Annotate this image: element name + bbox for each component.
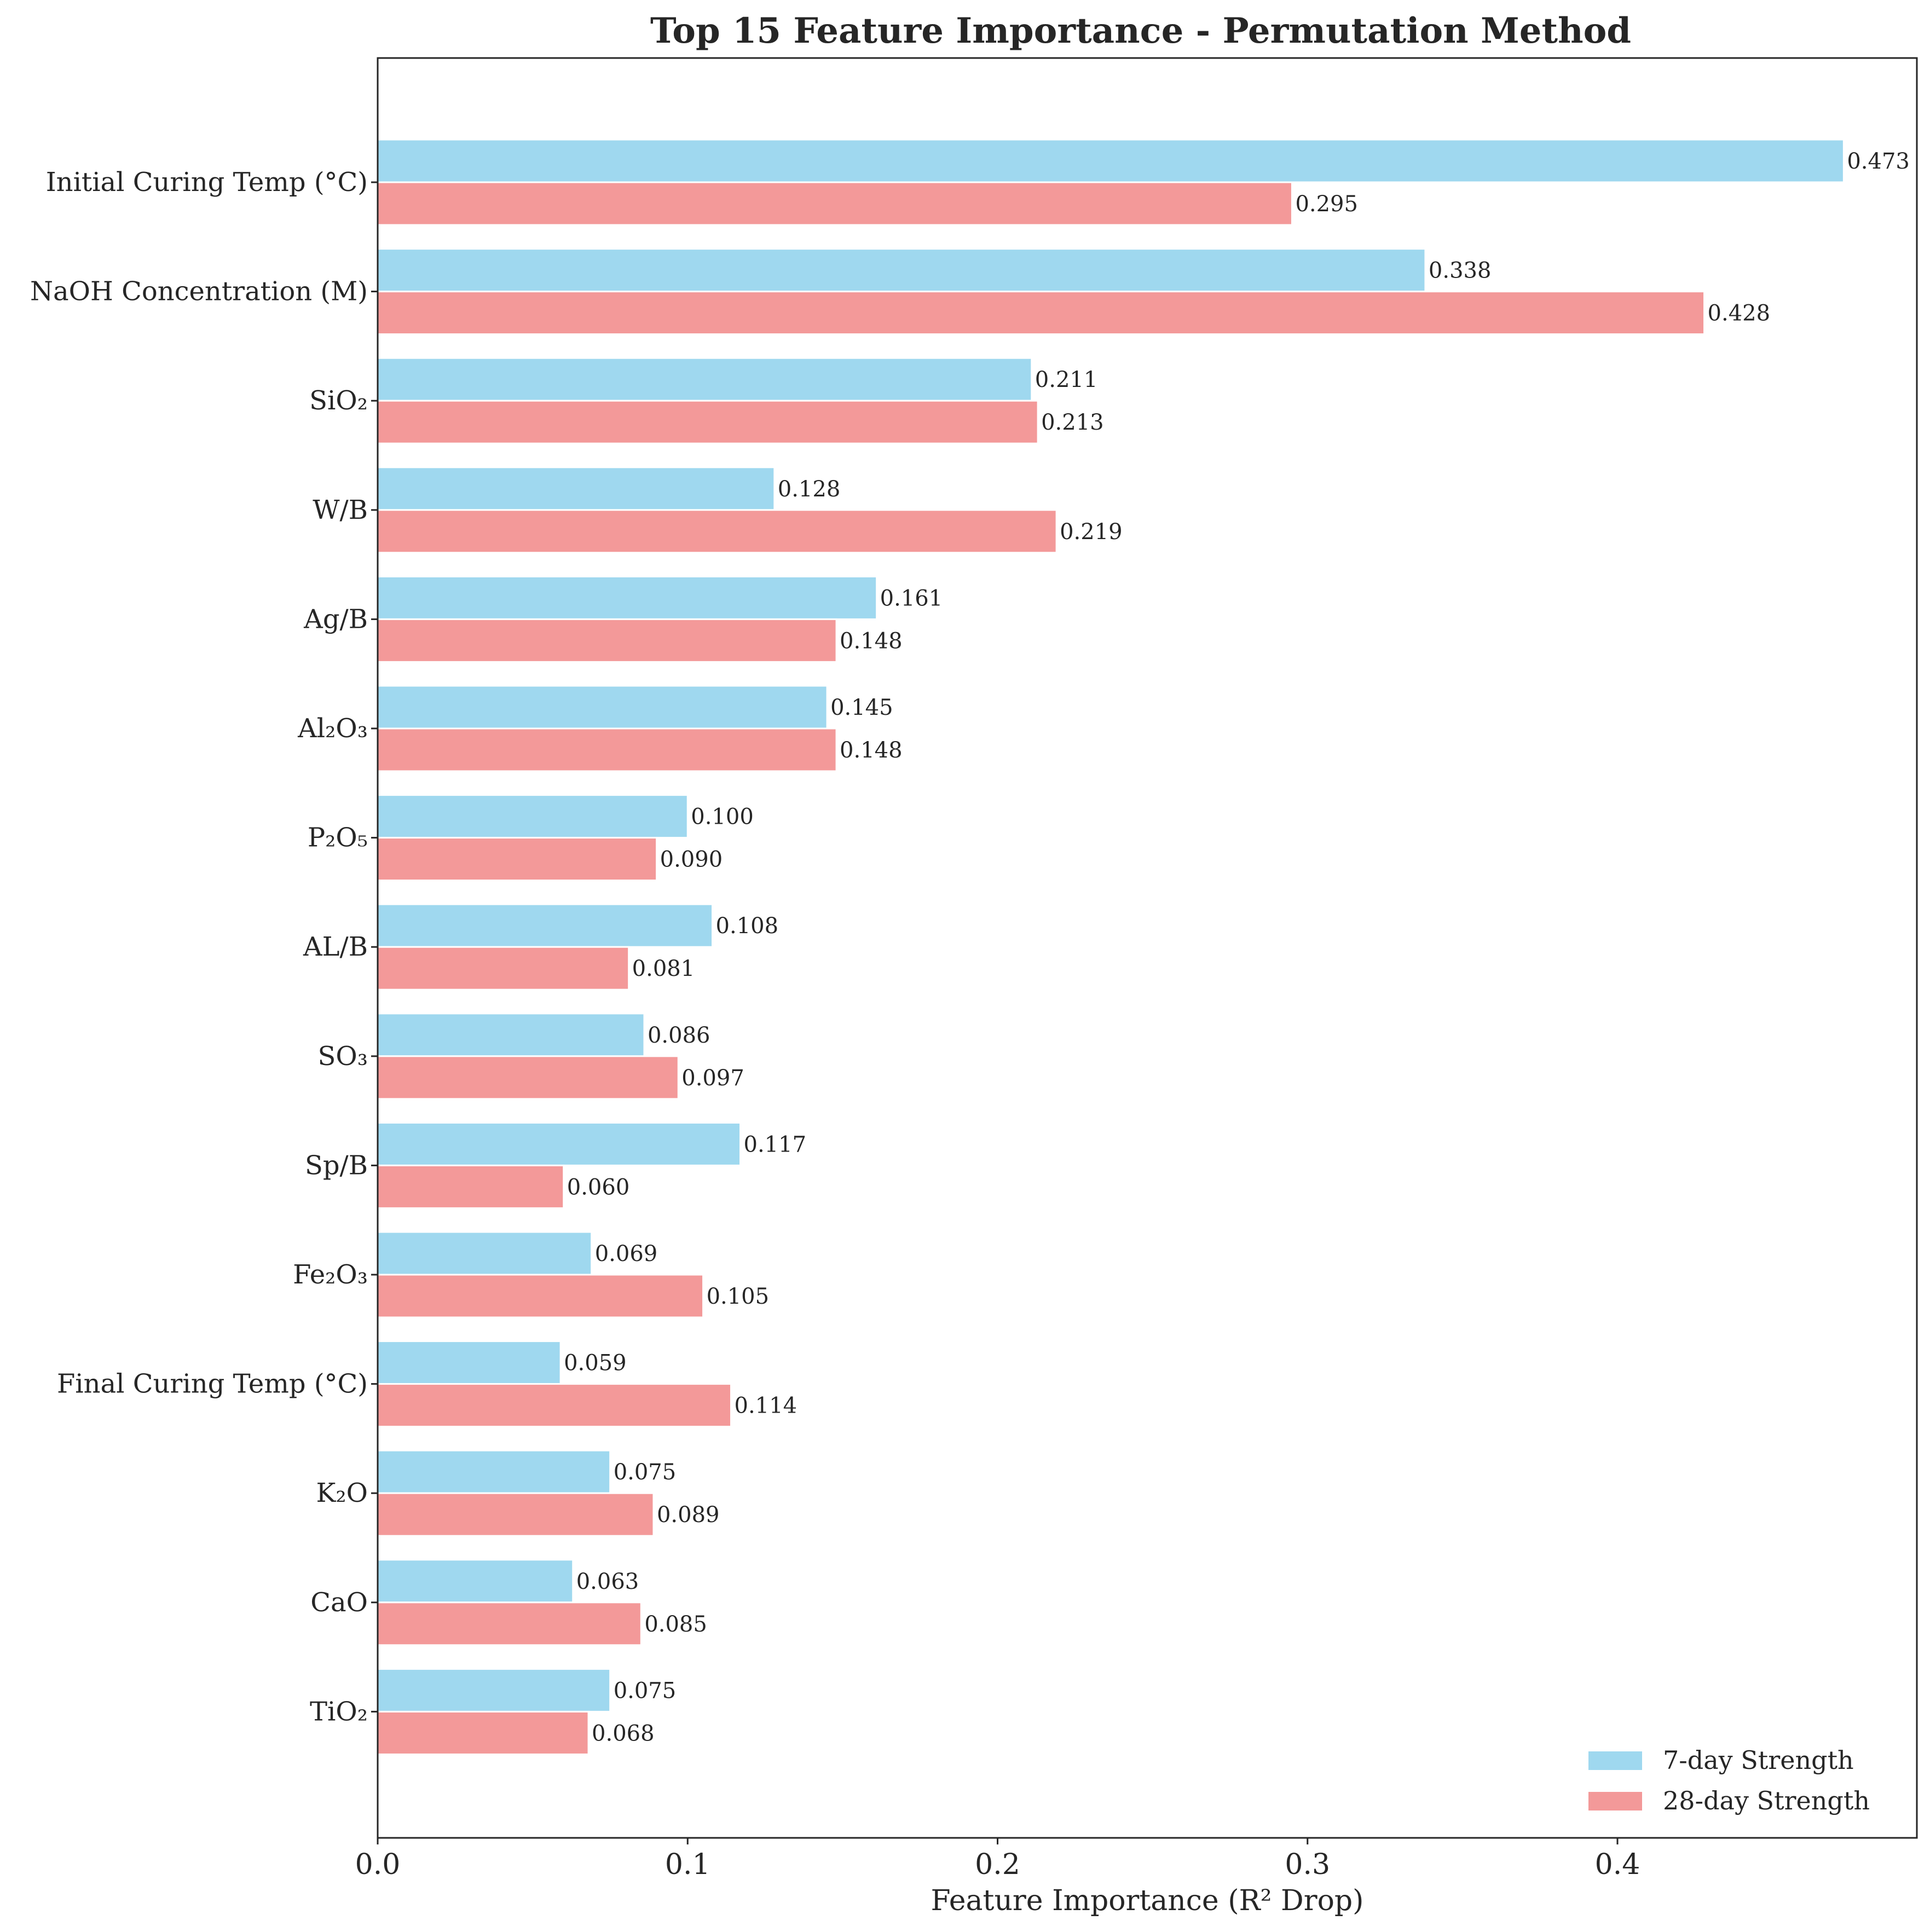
bar-7day xyxy=(377,1559,574,1604)
bar-7day xyxy=(377,903,714,948)
bar-28day xyxy=(377,946,630,991)
bar-28day xyxy=(377,291,1706,336)
bar-value-label: 0.090 xyxy=(660,847,723,872)
category-label: Initial Curing Temp (°C) xyxy=(46,167,368,198)
category-label: Ag/B xyxy=(303,604,368,634)
bar-value-label: 0.145 xyxy=(830,695,893,720)
bar-28day xyxy=(377,1710,590,1755)
bar-28day xyxy=(377,181,1293,226)
bar-7day xyxy=(377,1231,593,1276)
bar-28day xyxy=(377,1055,679,1100)
bar-value-label: 0.105 xyxy=(707,1284,770,1309)
category-label: Sp/B xyxy=(305,1150,368,1181)
bar-value-label: 0.086 xyxy=(648,1023,710,1048)
bar-7day xyxy=(377,685,828,730)
bar-value-label: 0.473 xyxy=(1847,149,1910,174)
category-label: Fe₂O₃ xyxy=(293,1259,368,1290)
bar-value-label: 0.148 xyxy=(840,628,903,653)
category-label: P₂O₅ xyxy=(308,823,368,853)
bar-value-label: 0.161 xyxy=(880,586,943,611)
bar-value-label: 0.089 xyxy=(657,1502,720,1528)
bar-value-label: 0.211 xyxy=(1035,367,1098,392)
bar-7day xyxy=(377,248,1426,293)
bar-value-label: 0.060 xyxy=(567,1175,630,1200)
bar-value-label: 0.213 xyxy=(1041,410,1104,435)
category-label: CaO xyxy=(310,1587,368,1618)
legend-label: 7-day Strength xyxy=(1663,1745,1854,1775)
bar-7day xyxy=(377,138,1845,183)
bar-value-label: 0.219 xyxy=(1060,519,1123,545)
legend-swatch-7day xyxy=(1588,1751,1642,1770)
x-tick-label: 0.0 xyxy=(355,1848,401,1881)
bar-value-label: 0.295 xyxy=(1295,192,1358,217)
x-tick-label: 0.2 xyxy=(975,1848,1020,1881)
bar-7day xyxy=(377,1668,611,1713)
category-label: SiO₂ xyxy=(309,385,368,416)
bar-7day xyxy=(377,1340,562,1385)
legend: 7-day Strength 28-day Strength xyxy=(1588,1745,1870,1815)
category-label: K₂O xyxy=(316,1478,368,1508)
category-label: Final Curing Temp (°C) xyxy=(57,1369,368,1399)
bar-28day xyxy=(377,618,837,663)
bar-value-label: 0.108 xyxy=(716,913,779,939)
bar-value-label: 0.128 xyxy=(778,477,841,502)
bar-7day xyxy=(377,466,776,511)
bar-28day xyxy=(377,509,1058,554)
bar-7day xyxy=(377,1121,742,1166)
bar-value-label: 0.069 xyxy=(595,1241,658,1266)
bar-28day xyxy=(377,1164,565,1209)
bar-7day xyxy=(377,1013,645,1057)
bar-value-label: 0.075 xyxy=(614,1678,677,1703)
bar-value-label: 0.097 xyxy=(681,1066,744,1091)
bar-value-label: 0.117 xyxy=(744,1132,807,1157)
category-label: AL/B xyxy=(303,932,368,962)
legend-swatch-28day xyxy=(1588,1792,1642,1810)
x-axis: 0.0 0.1 0.2 0.3 0.4 xyxy=(355,1838,1640,1881)
bar-28day xyxy=(377,1492,655,1537)
x-tick-label: 0.3 xyxy=(1285,1848,1330,1881)
x-tick-label: 0.1 xyxy=(665,1848,710,1881)
bar-value-label: 0.085 xyxy=(644,1612,707,1637)
chart-title: Top 15 Feature Importance - Permutation … xyxy=(650,10,1631,51)
category-label: W/B xyxy=(313,495,368,525)
bar-value-label: 0.428 xyxy=(1708,301,1771,326)
category-label: Al₂O₃ xyxy=(297,713,368,744)
legend-label: 28-day Strength xyxy=(1663,1786,1870,1815)
plot-frame xyxy=(377,57,1918,1839)
bar-28day xyxy=(377,1601,642,1646)
bar-value-label: 0.063 xyxy=(576,1569,639,1594)
bar-28day xyxy=(377,727,837,772)
category-label: SO₃ xyxy=(318,1041,368,1072)
bar-value-label: 0.081 xyxy=(632,956,695,981)
category-label: NaOH Concentration (M) xyxy=(30,276,368,307)
bar-value-label: 0.338 xyxy=(1429,258,1492,284)
category-label: TiO₂ xyxy=(310,1696,368,1727)
bar-28day xyxy=(377,1383,732,1428)
bar-value-label: 0.100 xyxy=(691,805,754,830)
x-tick-label: 0.4 xyxy=(1595,1848,1640,1881)
bar-28day xyxy=(377,837,658,882)
x-axis-label: Feature Importance (R² Drop) xyxy=(931,1884,1364,1917)
bar-28day xyxy=(377,1274,704,1318)
bar-value-label: 0.059 xyxy=(564,1351,627,1376)
bar-value-label: 0.075 xyxy=(614,1460,677,1485)
bar-value-label: 0.114 xyxy=(735,1393,798,1419)
bar-value-label: 0.068 xyxy=(592,1721,655,1746)
bar-7day xyxy=(377,794,689,839)
bar-7day xyxy=(377,1449,611,1494)
bar-7day xyxy=(377,357,1033,402)
bar-28day xyxy=(377,400,1039,444)
bar-value-label: 0.148 xyxy=(840,738,903,763)
plot-area: Initial Curing Temp (°C) 0.473 0.295 NaOH C… xyxy=(30,138,1910,1755)
bar-7day xyxy=(377,575,878,620)
